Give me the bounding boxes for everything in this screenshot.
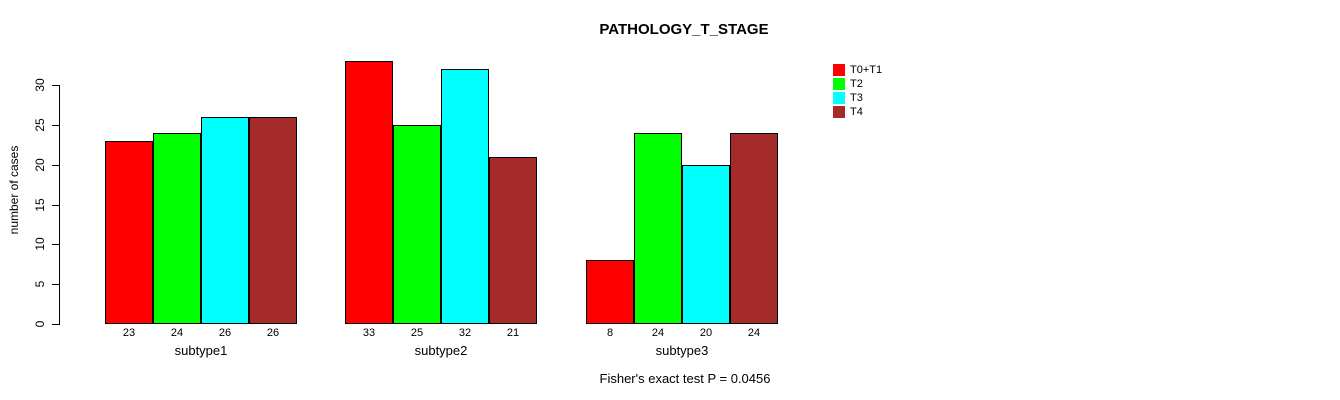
y-axis-line: [59, 85, 60, 325]
chart-title: PATHOLOGY_T_STAGE: [599, 21, 769, 38]
y-tick-label: 30: [33, 78, 47, 92]
y-tick-mark: [52, 324, 59, 325]
bar-t2-subtype3: [634, 133, 682, 324]
bar-t0t1-subtype3: [586, 260, 634, 324]
y-tick-mark: [52, 125, 59, 126]
legend-swatch-icon: [833, 78, 845, 90]
y-tick-label: 10: [33, 237, 47, 251]
bar-value-label: 32: [458, 327, 472, 339]
y-tick-mark: [52, 165, 59, 166]
bar-value-label: 24: [170, 327, 184, 339]
y-tick-label: 5: [33, 280, 47, 288]
y-tick-label: 0: [33, 320, 47, 328]
legend-row-t4: T4: [833, 106, 882, 118]
y-tick-mark: [52, 205, 59, 206]
category-label-subtype3: subtype3: [655, 343, 709, 358]
bar-value-label: 20: [699, 327, 713, 339]
y-tick-mark: [52, 85, 59, 86]
category-label-subtype1: subtype1: [174, 343, 228, 358]
y-tick-mark: [52, 244, 59, 245]
bar-t3-subtype3: [682, 165, 730, 324]
bar-value-label: 26: [218, 327, 232, 339]
bar-value-label: 26: [266, 327, 280, 339]
legend: T0+T1 T2 T3 T4: [833, 64, 882, 120]
legend-row-t3: T3: [833, 92, 882, 104]
y-tick-label: 20: [33, 158, 47, 172]
legend-label: T2: [850, 78, 863, 90]
bar-t2-subtype2: [393, 125, 441, 324]
legend-row-t2: T2: [833, 78, 882, 90]
bar-value-label: 33: [362, 327, 376, 339]
bar-t0t1-subtype2: [345, 61, 393, 324]
bar-value-label: 24: [651, 327, 665, 339]
legend-label: T4: [850, 106, 863, 118]
legend-swatch-icon: [833, 106, 845, 118]
y-tick-label: 25: [33, 118, 47, 132]
legend-swatch-icon: [833, 64, 845, 76]
bar-value-label: 8: [606, 327, 614, 339]
bar-t4-subtype2: [489, 157, 537, 324]
bar-t2-subtype1: [153, 133, 201, 324]
bar-t4-subtype1: [249, 117, 297, 324]
y-tick-mark: [52, 284, 59, 285]
bar-t3-subtype1: [201, 117, 249, 324]
bar-value-label: 21: [506, 327, 520, 339]
bar-value-label: 23: [122, 327, 136, 339]
legend-label: T0+T1: [850, 64, 883, 76]
bar-value-label: 25: [410, 327, 424, 339]
legend-row-t0t1: T0+T1: [833, 64, 882, 76]
legend-swatch-icon: [833, 92, 845, 104]
bar-value-label: 24: [747, 327, 761, 339]
bar-t3-subtype2: [441, 69, 489, 324]
y-tick-label: 15: [33, 198, 47, 212]
stat-annotation: Fisher's exact test P = 0.0456: [599, 371, 771, 386]
bar-t4-subtype3: [730, 133, 778, 324]
bar-t0t1-subtype1: [105, 141, 153, 324]
category-label-subtype2: subtype2: [414, 343, 468, 358]
legend-label: T3: [850, 92, 863, 104]
